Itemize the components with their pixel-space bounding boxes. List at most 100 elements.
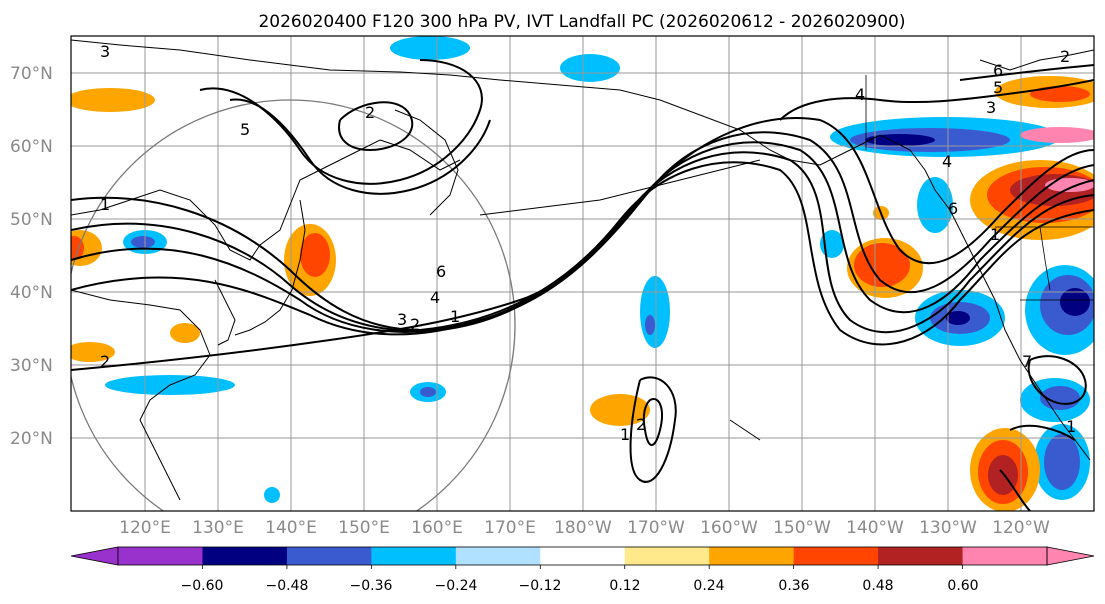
contour-13 bbox=[999, 469, 1031, 511]
contour-2 bbox=[71, 151, 1094, 334]
lat-label-60n: 60°N bbox=[10, 137, 53, 157]
contour-label: 1 bbox=[990, 225, 1000, 244]
coast-japan bbox=[234, 199, 306, 336]
contour-label: 2 bbox=[636, 415, 646, 434]
anomaly-west-us-navy bbox=[1060, 288, 1090, 316]
lat-label-40n: 40°N bbox=[10, 283, 53, 303]
coast-na-west bbox=[949, 209, 1091, 461]
lon-label: 130°W bbox=[919, 518, 977, 538]
colorbar-swatch bbox=[624, 547, 710, 565]
lat-label-30n: 30°N bbox=[10, 356, 53, 376]
contour-9 bbox=[629, 376, 677, 483]
contour-label: 4 bbox=[855, 85, 865, 104]
coast-china bbox=[71, 289, 211, 501]
colorbar-tick-label: −0.48 bbox=[266, 578, 309, 594]
contour-label: 6 bbox=[993, 61, 1003, 80]
longitude-labels: 120°E 130°E 140°E 150°E 160°E 170°E 180°… bbox=[119, 518, 1050, 538]
anomaly-pacific-blue-core bbox=[420, 387, 436, 397]
anomaly-china-orange bbox=[170, 323, 200, 343]
coast-siberia bbox=[71, 39, 621, 91]
contour-3 bbox=[71, 141, 1094, 333]
contour-label: 3 bbox=[986, 98, 996, 117]
contour-label: 1 bbox=[450, 307, 460, 326]
contour-label: 7 bbox=[1022, 352, 1032, 371]
contour-labels: 3 5 2 1 2 6 4 3 2 1 1 2 4 6 5 3 4 6 1 2 … bbox=[100, 42, 1076, 444]
lon-label: 140°E bbox=[265, 518, 317, 538]
contour-11 bbox=[1027, 355, 1087, 405]
anomaly-arctic-blue-1 bbox=[390, 36, 470, 60]
contour-label: 2 bbox=[1060, 47, 1070, 66]
colorbar-border bbox=[117, 546, 1048, 566]
colorbar-tick-labels: −0.60 −0.48 −0.36 −0.24 −0.12 0.12 0.24 … bbox=[181, 578, 979, 594]
colorbar-tick-label: −0.36 bbox=[350, 578, 393, 594]
anomaly-coast-navy bbox=[946, 311, 970, 325]
lon-label: 160°E bbox=[411, 518, 463, 538]
colorbar-swatch bbox=[962, 547, 1048, 565]
gridlines bbox=[71, 36, 1094, 511]
coast-arctic-na bbox=[979, 49, 1094, 71]
coast-alaska bbox=[619, 89, 951, 211]
contour-label: 5 bbox=[240, 120, 250, 139]
contour-5 bbox=[71, 117, 1094, 371]
colorbar-tick-label: 0.12 bbox=[609, 578, 640, 594]
anomaly-japan-red bbox=[300, 233, 330, 277]
contour-label: 3 bbox=[100, 42, 110, 61]
map-frame bbox=[70, 35, 1095, 512]
lon-label: 150°E bbox=[338, 518, 390, 538]
contour-label: 2 bbox=[365, 103, 375, 122]
map-layer: 3 5 2 1 2 6 4 3 2 1 1 2 4 6 5 3 4 6 1 2 … bbox=[71, 36, 1094, 511]
lat-label-20n: 20°N bbox=[10, 429, 53, 449]
pv-contours bbox=[71, 59, 1094, 511]
colorbar-swatch bbox=[202, 547, 288, 565]
lon-label: 140°W bbox=[846, 518, 904, 538]
contour-label: 6 bbox=[436, 262, 446, 281]
lat-label-50n: 50°N bbox=[10, 210, 53, 230]
lon-label: 150°W bbox=[773, 518, 831, 538]
landfall-radius-circle bbox=[71, 99, 516, 511]
contour-10 bbox=[642, 398, 663, 446]
coast-korea bbox=[214, 279, 236, 346]
contour-6 bbox=[199, 59, 483, 185]
coast-kamchatka bbox=[394, 109, 459, 216]
lon-label: 130°E bbox=[192, 518, 244, 538]
shaded-anomalies bbox=[71, 36, 1094, 511]
anomaly-alaska-navy bbox=[865, 134, 935, 146]
colorbar-swatch bbox=[878, 547, 964, 565]
anomaly-south-blue bbox=[264, 487, 280, 503]
colorbar bbox=[70, 546, 1095, 569]
border-us-states bbox=[1020, 226, 1094, 301]
colorbar-extend-high bbox=[1046, 546, 1095, 566]
figure-title: 2026020400 F120 300 hPa PV, IVT Landfall… bbox=[258, 12, 905, 32]
colorbar-tick-label: 0.24 bbox=[693, 578, 724, 594]
colorbar-swatch bbox=[455, 547, 541, 565]
colorbar-tick-label: −0.12 bbox=[519, 578, 562, 594]
contour-label: 1 bbox=[620, 425, 630, 444]
anomaly-nw-orange bbox=[71, 88, 155, 112]
lat-label-70n: 70°N bbox=[10, 64, 53, 84]
anomaly-sw-orange bbox=[71, 342, 115, 362]
lon-label: 170°W bbox=[627, 518, 685, 538]
lon-label: 170°E bbox=[484, 518, 536, 538]
contour-label: 3 bbox=[397, 310, 407, 329]
anomaly-central-blue-core bbox=[645, 315, 655, 335]
colorbar-tick-label: 0.48 bbox=[862, 578, 893, 594]
anomaly-arctic-red-ne bbox=[1030, 86, 1090, 102]
contour-1 bbox=[71, 161, 1094, 346]
latitude-labels: 70°N 60°N 50°N 40°N 30°N 20°N bbox=[10, 64, 53, 449]
contour-7 bbox=[229, 98, 491, 195]
lon-label: 160°W bbox=[700, 518, 758, 538]
contour-label: 1 bbox=[1066, 417, 1076, 436]
contour-12 bbox=[1009, 424, 1076, 441]
lon-label: 180°W bbox=[554, 518, 612, 538]
colorbar-tick-label: −0.24 bbox=[435, 578, 478, 594]
anomaly-arctic-blue-2 bbox=[560, 54, 620, 82]
contour-label: 6 bbox=[948, 199, 958, 218]
coast-asia bbox=[71, 139, 461, 261]
colorbar-tick-label: −0.60 bbox=[181, 578, 224, 594]
contour-label: 4 bbox=[430, 288, 440, 307]
contour-15 bbox=[959, 64, 1094, 81]
coast-aleutians bbox=[479, 159, 761, 216]
colorbar-swatch bbox=[371, 547, 457, 565]
contour-8 bbox=[338, 101, 414, 152]
